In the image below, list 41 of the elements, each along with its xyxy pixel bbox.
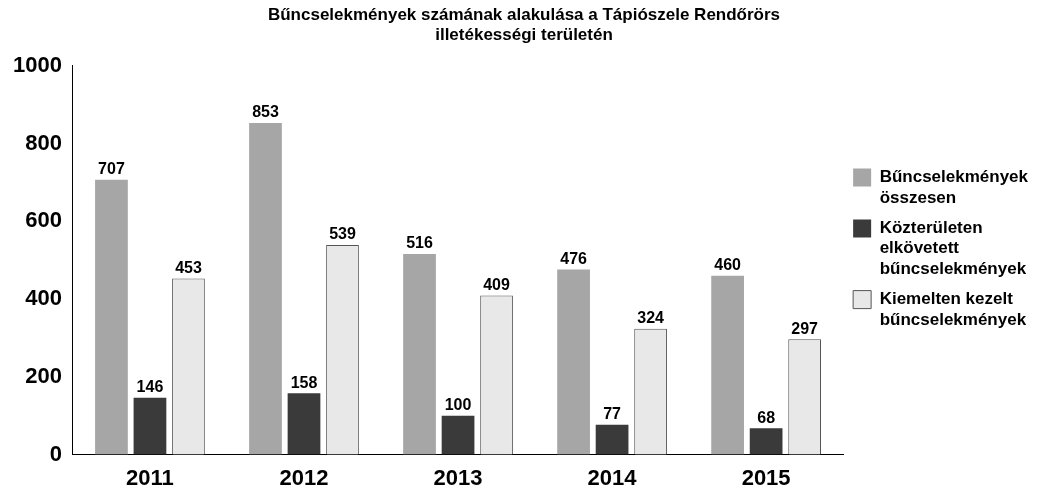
- x-tick-label: 2013: [433, 464, 483, 490]
- legend-label: Közterületen elkövetett bűncselekmények: [879, 218, 1027, 278]
- text: illetékességi területén: [435, 25, 613, 45]
- bar: [441, 415, 475, 455]
- data-label: 297: [791, 319, 819, 337]
- bar: [403, 253, 436, 455]
- data-label: 707: [98, 160, 125, 178]
- bar: [95, 179, 128, 455]
- legend-label: Bűncselekmények összesen: [879, 167, 1029, 207]
- x-tick-label: 2015: [741, 464, 791, 490]
- x-tick-label: 2011: [126, 464, 174, 490]
- bar: [711, 275, 744, 455]
- x-tick-label: 2014: [587, 464, 638, 490]
- x-tick-label: 2012: [279, 464, 329, 490]
- bar: [249, 122, 282, 455]
- data-label: 68: [757, 408, 776, 426]
- bar: [287, 393, 321, 455]
- bar: [557, 269, 590, 455]
- data-label: 516: [406, 234, 433, 252]
- data-label: 100: [444, 396, 472, 414]
- y-tick-label: 0: [49, 440, 62, 466]
- bar: [749, 428, 783, 455]
- y-tick-label: 400: [25, 285, 62, 311]
- data-label: 539: [329, 225, 356, 243]
- data-label: 453: [175, 258, 202, 276]
- y-tick-label: 200: [25, 362, 62, 388]
- y-tick-label: 1000: [12, 51, 62, 77]
- data-label: 77: [603, 405, 622, 423]
- legend-label: Kiemelten kezelt bűncselekmények: [879, 289, 1027, 329]
- data-label: 853: [252, 103, 279, 121]
- y-tick-label: 600: [25, 207, 62, 233]
- bar: [595, 424, 629, 455]
- y-tick-label: 800: [25, 129, 62, 155]
- data-label: 460: [714, 256, 742, 274]
- data-label: 158: [290, 373, 318, 391]
- text: Bűncselekmények számának alakulása a Tápiószele Rendőrörs: [267, 4, 781, 24]
- data-label: 146: [136, 378, 164, 396]
- bar: [133, 397, 167, 455]
- data-label: 409: [483, 275, 510, 293]
- data-label: 324: [637, 309, 665, 327]
- data-label: 476: [560, 249, 588, 267]
